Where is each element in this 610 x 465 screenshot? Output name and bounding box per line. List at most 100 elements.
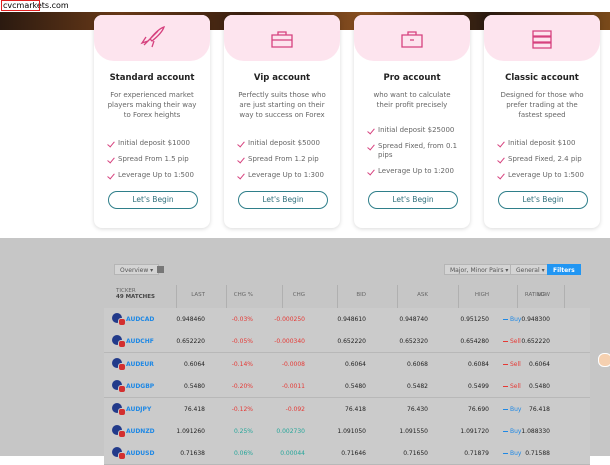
check-icon (237, 139, 245, 148)
cell-value: 0.652220 (521, 338, 550, 346)
rating-icon (503, 453, 508, 455)
highlight-box (1, 0, 40, 11)
cell-value: 0.5480 (184, 383, 205, 391)
check-icon (497, 171, 505, 180)
column-header: BID (356, 292, 366, 298)
ticker[interactable]: AUDCAD (126, 316, 155, 323)
rating-icon (503, 408, 508, 410)
check-icon (237, 171, 245, 180)
cell-value: 0.5499 (468, 383, 489, 391)
flag-icon (112, 402, 122, 413)
flag-icon (112, 313, 122, 323)
accounts-section: Standard account For experienced market p… (0, 15, 610, 238)
feature: Leverage Up to 1:200 (367, 167, 464, 176)
address-bar: cvcmarkets.com (0, 0, 610, 12)
cell-value: 0.654280 (460, 338, 489, 346)
cell-value: 0.71646 (341, 450, 366, 458)
filter-select[interactable]: Major, Minor Pairs ▾ (444, 264, 515, 275)
table-row[interactable]: AUDEUR 0.6064 -0.14% -0.0008 0.6064 0.6068 0.6… (104, 352, 590, 376)
cell-value: 76.418 (184, 405, 205, 413)
feature-text: Initial deposit $1000 (118, 139, 190, 147)
cell-value: 0.71588 (525, 450, 550, 458)
cell-value: 0.951250 (460, 316, 489, 323)
feature: Initial deposit $1000 (107, 139, 204, 148)
table-row[interactable]: AUDCAD 0.948460 -0.03% -0.000250 0.948610 0.9… (104, 308, 590, 331)
rating: Sell (503, 361, 521, 368)
column-divider (226, 285, 227, 308)
filter-label: Major, Minor Pairs (450, 267, 504, 274)
feature-text: Spread From 1.2 pip (248, 155, 319, 163)
check-icon (107, 139, 115, 148)
layout-icon[interactable] (157, 266, 164, 273)
ticker[interactable]: AUDNZD (126, 428, 155, 435)
cell-value: 1.091720 (460, 428, 489, 435)
card-header (484, 15, 600, 61)
filters-button[interactable]: Filters (547, 264, 581, 275)
feature-text: Initial deposit $25000 (378, 126, 455, 134)
feature-text: Spread Fixed, 2.4 pip (508, 155, 582, 163)
rating: Buy (503, 406, 521, 413)
cell-value: 0.948460 (176, 316, 205, 323)
rating-icon (503, 431, 508, 432)
ticker[interactable]: AUDEUR (126, 360, 154, 368)
cell-value: -0.03% (231, 316, 253, 323)
matches-count: 49 MATCHES (116, 294, 155, 300)
table-row[interactable]: AUDUSD 0.71638 0.06% 0.00044 0.71646 0.71650 0… (104, 442, 590, 465)
table-row[interactable]: AUDGBP 0.5480 -0.20% -0.0011 0.5480 0.5482 0.5… (104, 375, 590, 399)
cell-value: 0.71650 (403, 450, 428, 458)
check-icon (107, 171, 115, 180)
flag-icon (118, 452, 126, 461)
column-divider (397, 285, 398, 308)
cell-value: 1.091050 (337, 428, 366, 435)
check-icon (367, 167, 375, 176)
table-row[interactable]: AUDJPY 76.418 -0.12% -0.092 76.418 76.430 76.6… (104, 397, 590, 421)
flag-icon (112, 357, 122, 368)
rating: Buy (503, 316, 521, 323)
ticker[interactable]: AUDCHF (126, 338, 154, 346)
view-select[interactable]: Overview ▾ (114, 264, 160, 275)
flag-icon (118, 407, 126, 416)
view-label: Overview (120, 267, 149, 274)
cell-value: 0.6064 (529, 360, 550, 368)
begin-button[interactable]: Let's Begin (238, 191, 328, 209)
column-divider (176, 285, 177, 308)
cell-value: -0.12% (231, 405, 253, 413)
cell-value: -0.14% (231, 360, 253, 368)
cell-value: 76.418 (345, 405, 366, 413)
cell-value: -0.0011 (281, 383, 305, 391)
flag-icon (118, 362, 126, 371)
feature: Spread Fixed, from 0.1 pips (367, 142, 464, 160)
flag-icon (112, 425, 122, 435)
cell-value: 0.06% (233, 450, 253, 458)
cell-value: 0.6084 (468, 360, 489, 368)
column-header: CHG (292, 292, 305, 298)
begin-button[interactable]: Let's Begin (498, 191, 588, 209)
preset-select[interactable]: General ▾ (510, 264, 551, 275)
column-header: HIGH (474, 292, 489, 298)
table-row[interactable]: AUDNZD 1.091260 0.25% 0.002730 1.091050 1.091… (104, 420, 590, 443)
cell-value: 0.5482 (407, 383, 428, 391)
begin-button[interactable]: Let's Begin (368, 191, 458, 209)
card-description: Designed for those who prefer trading at… (500, 91, 584, 119)
cell-value: 0.6064 (184, 360, 205, 368)
feature: Spread Fixed, 2.4 pip (497, 155, 594, 164)
account-card: Pro account who want to calculate their p… (354, 15, 470, 228)
cell-value: 0.71638 (180, 450, 205, 458)
column-divider (517, 285, 518, 308)
ticker[interactable]: AUDUSD (126, 450, 155, 458)
ticker-header: TICKER (116, 288, 136, 294)
column-divider (458, 285, 459, 308)
flag-icon (112, 380, 122, 391)
chat-avatar[interactable] (598, 353, 610, 367)
card-description: For experienced market players making th… (107, 91, 197, 119)
feature-text: Leverage Up to 1:500 (118, 171, 194, 179)
ticker[interactable]: AUDGBP (126, 383, 155, 391)
account-card: Classic account Designed for those who pr… (484, 15, 600, 228)
begin-button[interactable]: Let's Begin (108, 191, 198, 209)
ticker[interactable]: AUDJPY (126, 405, 152, 413)
table-row[interactable]: AUDCHF 0.652220 -0.05% -0.000340 0.652220 0.6… (104, 330, 590, 354)
cell-value: 0.25% (233, 428, 253, 435)
cell-value: -0.05% (231, 338, 253, 346)
check-icon (367, 142, 375, 151)
